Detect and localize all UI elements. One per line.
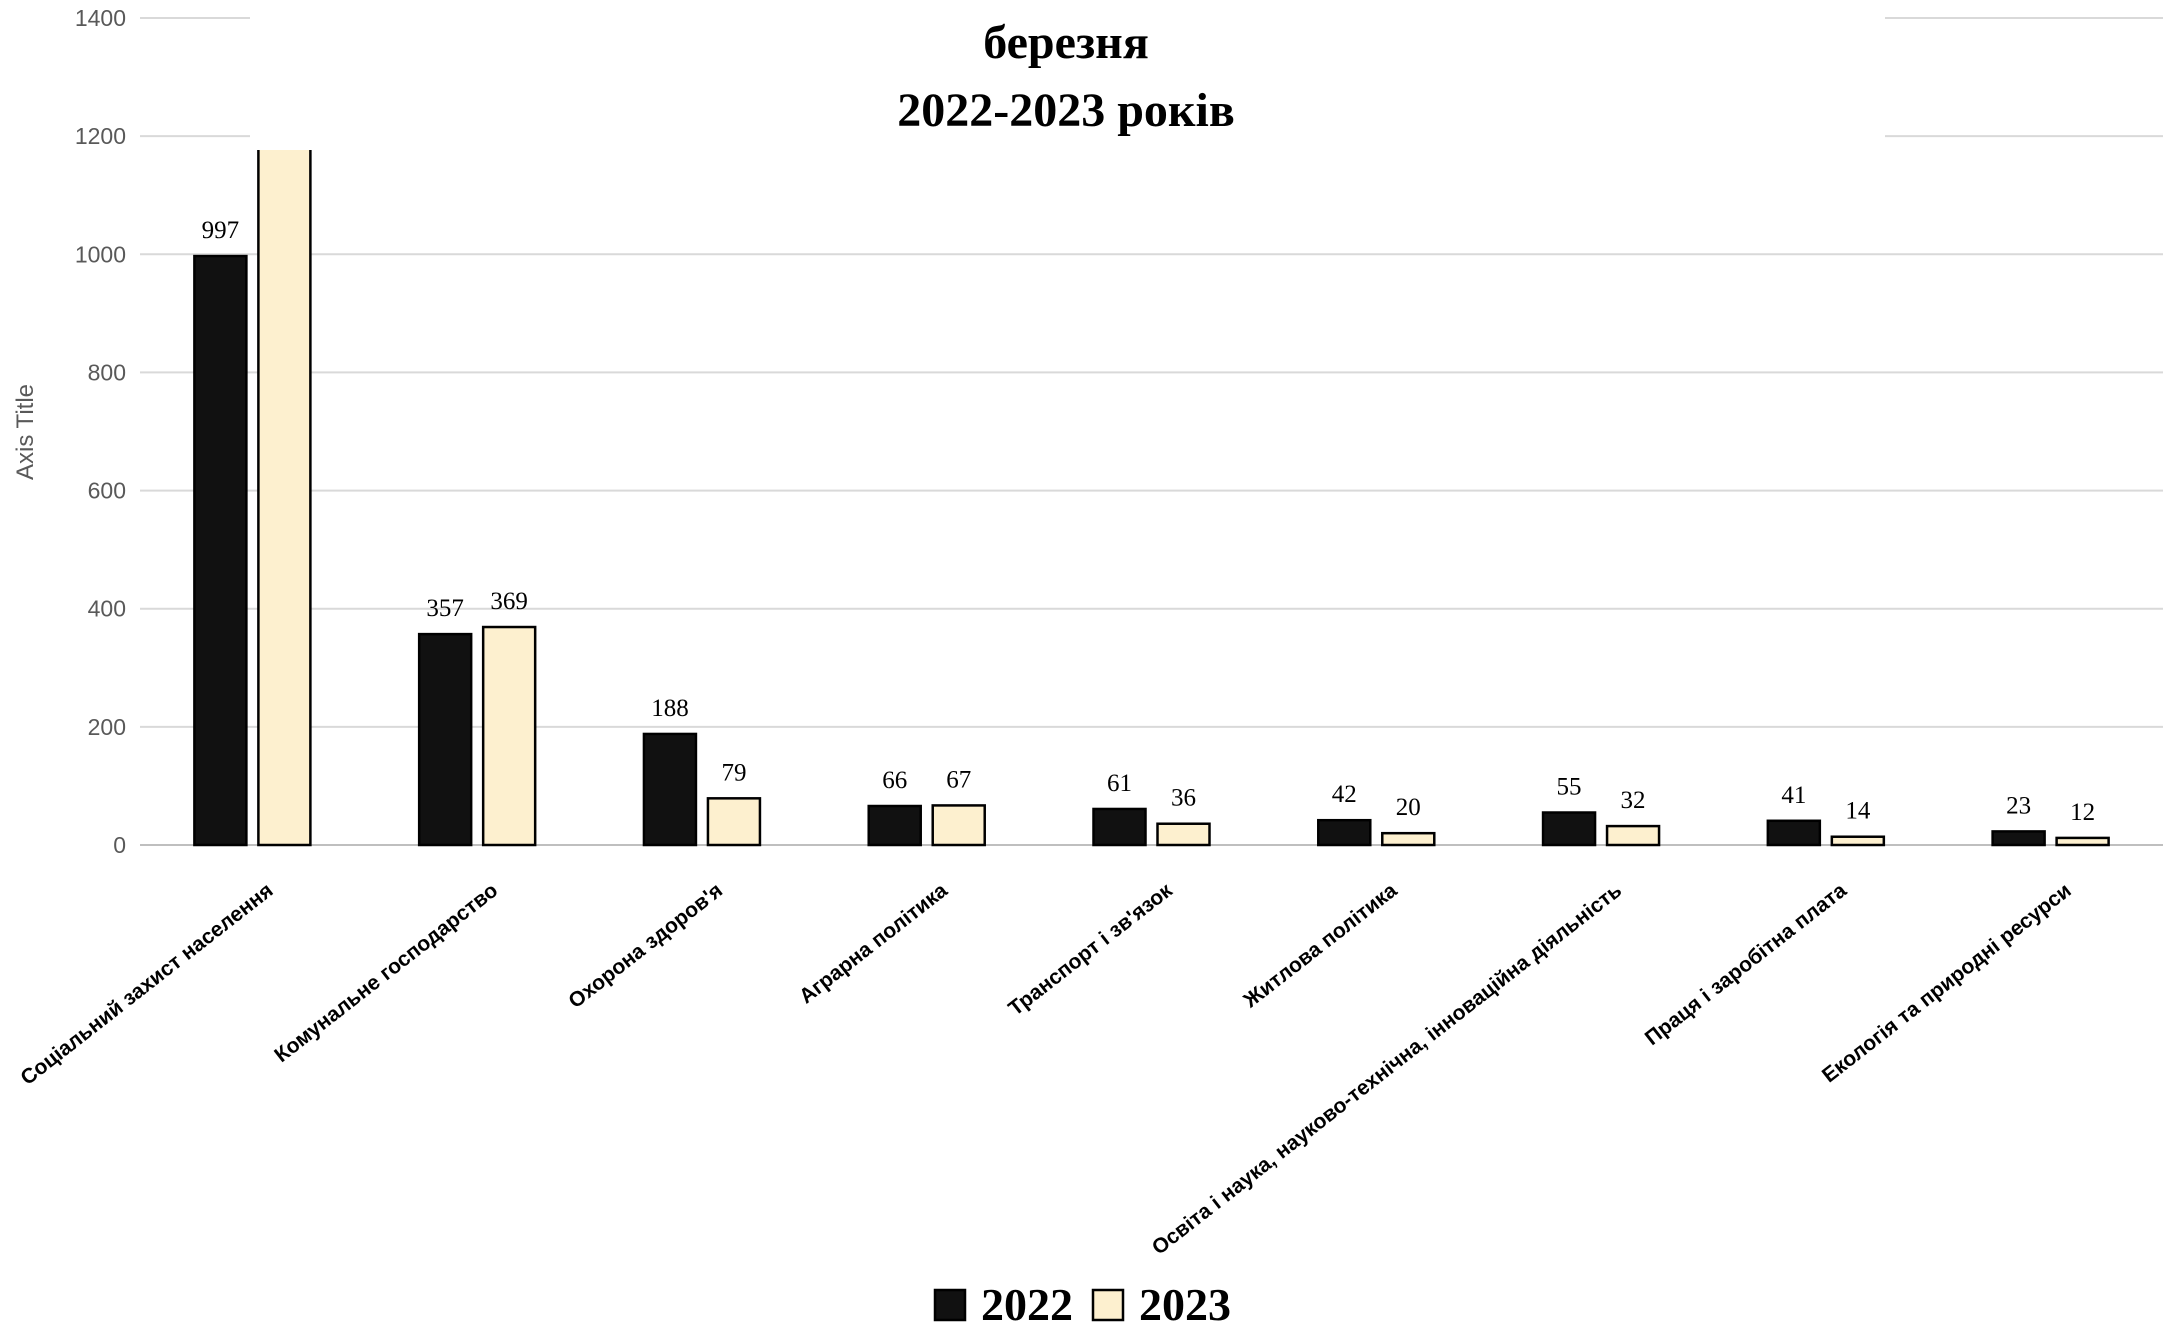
chart-title-line-2: 2022-2023 років <box>897 84 1235 137</box>
bar-2022 <box>1993 831 2045 845</box>
data-label: 67 <box>946 766 971 793</box>
bar-2023 <box>2057 838 2109 845</box>
bar-2022 <box>869 806 921 845</box>
bar-2023 <box>1607 826 1659 845</box>
category-label: Транспорт і зв'язок <box>1004 879 1177 1021</box>
y-tick-label: 1200 <box>75 123 126 149</box>
bar-2023 <box>708 798 760 845</box>
legend: 2022 2023 <box>935 1279 1231 1330</box>
data-label: 188 <box>651 695 689 722</box>
y-tick-label: 800 <box>88 359 126 385</box>
legend-swatch-2023 <box>1093 1290 1123 1320</box>
bar-2023 <box>1158 824 1210 845</box>
bar-2023 <box>1832 837 1884 845</box>
data-label: 55 <box>1557 774 1582 801</box>
chart-title-line-1: березня <box>983 16 1149 69</box>
y-axis-ticks: 0 200 400 600 800 1000 1200 1400 <box>75 5 126 858</box>
data-label: 12 <box>2070 799 2095 826</box>
bar-2023 <box>933 805 985 845</box>
category-label: Аграрна політика <box>795 879 952 1009</box>
bar-2022 <box>644 734 696 845</box>
category-label: Праця і заробітна плата <box>1641 879 1851 1050</box>
category-label: Житлова політика <box>1239 879 1402 1013</box>
data-label: 41 <box>1781 782 1806 809</box>
bar-2022 <box>1768 821 1820 845</box>
legend-label-2022: 2022 <box>981 1279 1073 1330</box>
legend-label-2023: 2023 <box>1139 1279 1231 1330</box>
data-label: 32 <box>1621 787 1646 814</box>
data-label: 66 <box>882 767 907 794</box>
data-label: 14 <box>1845 798 1871 825</box>
data-label: 357 <box>426 595 464 622</box>
data-label: 79 <box>721 759 746 786</box>
bar-2022 <box>1094 809 1146 845</box>
category-label: Охорона здоров'я <box>564 879 727 1013</box>
bar-2022 <box>1543 813 1595 845</box>
data-label: 36 <box>1171 785 1196 812</box>
data-label: 20 <box>1396 794 1421 821</box>
bar-2023 <box>258 145 310 845</box>
bar-2022 <box>194 256 246 845</box>
data-label: 23 <box>2006 792 2031 819</box>
y-axis-title: Axis Title <box>12 384 39 480</box>
y-tick-label: 400 <box>88 596 126 622</box>
y-tick-label: 1400 <box>75 5 126 31</box>
category-label: Екологія та природні ресурси <box>1818 879 2076 1087</box>
legend-swatch-2022 <box>935 1290 965 1320</box>
data-label: 61 <box>1107 770 1132 797</box>
bar-2022 <box>419 634 471 845</box>
y-tick-label: 200 <box>88 714 126 740</box>
y-tick-label: 600 <box>88 478 126 504</box>
bar-series <box>194 145 2108 845</box>
category-label: Освіта і наука, науково-технічна, іннова… <box>1148 879 1626 1260</box>
category-label: Комунальне господарство <box>270 879 502 1067</box>
data-label: 997 <box>202 217 240 244</box>
bar-2023 <box>1382 833 1434 845</box>
data-label: 42 <box>1332 781 1357 808</box>
bar-2023 <box>483 627 535 845</box>
category-label: Соціальний захист населення <box>16 879 277 1090</box>
y-tick-label: 0 <box>113 832 126 858</box>
bar-2022 <box>1318 820 1370 845</box>
y-tick-label: 1000 <box>75 241 126 267</box>
data-label: 369 <box>490 588 528 615</box>
